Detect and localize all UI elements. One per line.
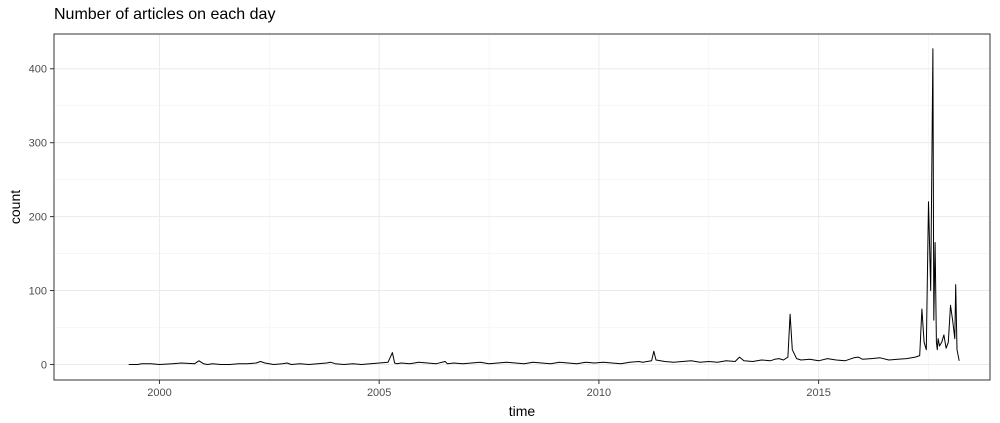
major-grid bbox=[54, 34, 990, 380]
x-axis-title: time bbox=[509, 403, 536, 419]
y-axis: 0 100 200 300 400 bbox=[29, 64, 54, 371]
y-tick-label: 400 bbox=[29, 64, 47, 76]
x-axis: 2000 2005 2010 2015 bbox=[147, 380, 831, 399]
minor-grid bbox=[54, 34, 990, 380]
x-tick-label: 2005 bbox=[367, 387, 391, 399]
y-tick-label: 300 bbox=[29, 138, 47, 150]
x-tick-label: 2010 bbox=[587, 387, 611, 399]
y-tick-label: 0 bbox=[41, 359, 47, 371]
plot-panel-border bbox=[53, 33, 991, 381]
series-layer bbox=[128, 48, 960, 365]
series-line bbox=[128, 48, 960, 365]
x-tick-label: 2000 bbox=[147, 387, 171, 399]
x-tick-label: 2015 bbox=[806, 387, 830, 399]
chart-title: Number of articles on each day bbox=[54, 6, 276, 23]
y-axis-title: count bbox=[7, 190, 23, 224]
y-tick-label: 100 bbox=[29, 286, 47, 298]
y-tick-label: 200 bbox=[29, 212, 47, 224]
